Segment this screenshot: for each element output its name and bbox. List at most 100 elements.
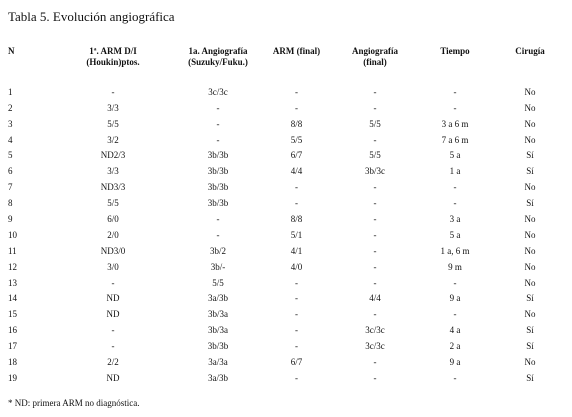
cell-first-arm: 6/0 [107,213,119,224]
cell-first-arm: - [111,86,115,97]
table-row: 6 3/3 3b/3b 4/4 3b/3c 1 a Sí [8,163,565,179]
cell-time: - [453,309,457,320]
cell-final-arm: - [295,182,298,193]
cell-time: - [453,277,457,288]
cell-time: - [453,86,457,97]
cell-first-arm: 5/5 [107,118,119,129]
cell-n: 4 [8,134,13,145]
cell-first-angiography: 3b/3b [207,341,229,352]
cell-surgery: No [524,118,536,129]
cell-first-angiography: - [216,102,220,113]
cell-first-angiography: - [216,213,220,224]
cell-surgery: Sí [526,166,534,177]
column-header-n: N [8,46,15,56]
table-row: 7 ND3/3 3b/3b - - - No [8,179,565,195]
column-header-first-arm: 1ª. ARM D/I (Houkin)ptos. [86,46,140,67]
table-row: 12 3/0 3b/- 4/0 - 9 m No [8,259,565,275]
cell-final-arm: 4/1 [290,245,303,256]
cell-first-angiography: - [216,134,220,145]
cell-first-arm: ND [106,309,120,320]
table-row: 17 - 3b/3b - 3c/3c 2 a Sí [8,338,565,354]
cell-surgery: No [524,213,536,224]
cell-n: 8 [8,198,13,209]
cell-first-arm: - [111,341,115,352]
table-row: 14 ND 3a/3b - 4/4 9 a Sí [8,290,565,306]
cell-n: 2 [8,102,13,113]
cell-final-angiography: - [373,229,377,240]
cell-first-arm: ND [106,293,120,304]
cell-final-arm: 6/7 [290,150,303,161]
cell-first-arm: ND2/3 [100,150,126,161]
cell-final-arm: - [295,293,298,304]
cell-final-angiography: 3b/3c [365,166,385,177]
cell-time: - [453,198,457,209]
header-row: N 1ª. ARM D/I (Houkin)ptos. 1a. Angiogra… [8,46,565,68]
cell-final-angiography: - [373,372,377,383]
cell-n: 7 [8,182,13,193]
cell-first-angiography: 3b/- [210,261,226,272]
cell-first-angiography: 3b/2 [209,245,226,256]
cell-final-angiography: 3c/3c [365,341,385,352]
cell-first-angiography: - [216,229,220,240]
header-spacer [8,68,565,84]
cell-final-arm: - [295,372,298,383]
cell-first-arm: ND [106,372,120,383]
cell-time: 1 a [449,166,461,177]
cell-final-arm: 4/0 [290,261,303,272]
cell-final-angiography: - [373,102,377,113]
cell-n: 10 [8,229,17,240]
table-row: 15 ND 3b/3a - - - No [8,306,565,322]
cell-final-arm: - [295,341,298,352]
cell-n: 16 [8,325,17,336]
cell-n: 13 [8,277,17,288]
cell-time: 5 a [449,150,461,161]
cell-final-angiography: - [373,86,377,97]
cell-first-arm: - [111,325,115,336]
cell-first-arm: 3/0 [107,261,119,272]
cell-time: 3 a 6 m [441,118,469,129]
cell-final-arm: 5/5 [290,134,303,145]
table-body: 1 - 3c/3c - - - No 2 3/3 - - - - No 3 5/5 - 8/8 5/5 3 a 6 m… [8,84,565,386]
table-row: 3 5/5 - 8/8 5/5 3 a 6 m No [8,116,565,132]
cell-surgery: No [524,134,536,145]
table-row: 16 - 3b/3a - 3c/3c 4 a Sí [8,322,565,338]
cell-final-arm: - [295,325,298,336]
table-row: 18 2/2 3a/3a 6/7 - 9 a No [8,354,565,370]
angiographic-evolution-table: N 1ª. ARM D/I (Houkin)ptos. 1a. Angiogra… [8,46,565,386]
cell-final-angiography: 5/5 [369,118,381,129]
cell-final-arm: - [295,277,298,288]
cell-n: 12 [8,261,17,272]
cell-final-arm: - [295,102,298,113]
cell-time: - [453,102,457,113]
cell-time: 1 a, 6 m [440,245,470,256]
cell-surgery: No [524,86,536,97]
cell-final-arm: 8/8 [290,213,303,224]
cell-time: 9 m [448,261,462,272]
cell-first-angiography: 3b/3b [207,198,229,209]
cell-final-angiography: 3c/3c [365,325,385,336]
cell-final-arm: 5/1 [290,229,303,240]
cell-final-angiography: - [373,213,377,224]
cell-surgery: No [524,245,536,256]
cell-surgery: No [524,261,536,272]
cell-first-angiography: 3b/3b [207,150,229,161]
cell-n: 18 [8,356,17,367]
cell-time: 9 a [449,356,461,367]
cell-first-angiography: 3b/3b [207,182,229,193]
cell-first-arm: ND3/3 [100,182,126,193]
cell-first-arm: 3/3 [107,166,119,177]
column-header-first-angiography: 1a. Angiografía (Suzuky/Fuku.) [188,46,248,67]
cell-surgery: No [524,229,536,240]
table-row: 2 3/3 - - - - No [8,100,565,116]
table-row: 1 - 3c/3c - - - No [8,84,565,100]
cell-n: 14 [8,293,17,304]
cell-first-arm: 2/0 [107,229,119,240]
table-row: 10 2/0 - 5/1 - 5 a No [8,227,565,243]
cell-final-arm: - [295,86,298,97]
cell-n: 19 [8,372,17,383]
table-row: 8 5/5 3b/3b - - - Sí [8,195,565,211]
cell-first-angiography: 3c/3c [208,86,228,97]
cell-first-angiography: - [216,118,220,129]
cell-final-arm: 6/7 [290,356,303,367]
cell-n: 5 [8,150,13,161]
